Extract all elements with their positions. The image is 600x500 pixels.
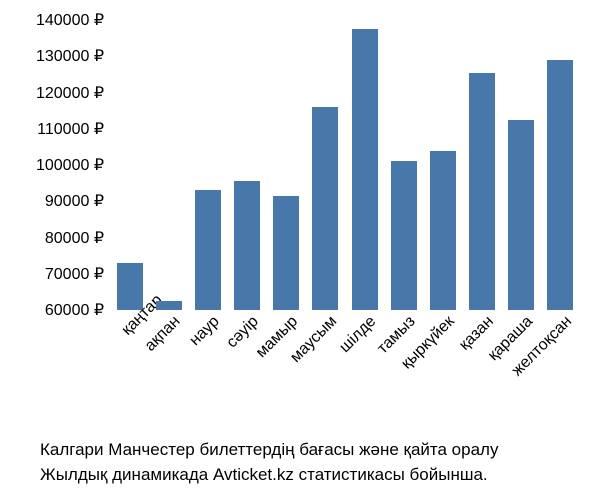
- bar: [469, 73, 495, 310]
- y-tick-label: 100000 ₽: [36, 155, 110, 175]
- y-tick-label: 80000 ₽: [45, 228, 110, 248]
- y-tick-label: 110000 ₽: [37, 119, 110, 139]
- y-tick-label: 130000 ₽: [36, 46, 110, 66]
- bar: [508, 120, 534, 310]
- bar: [117, 263, 143, 310]
- bar: [195, 190, 221, 310]
- price-by-month-figure: 60000 ₽ 70000 ₽ 80000 ₽ 90000 ₽ 100000 ₽ 1100…: [0, 0, 600, 500]
- plot-area: 60000 ₽70000 ₽80000 ₽90000 ₽100000 ₽1100…: [110, 20, 580, 310]
- bar: [156, 301, 182, 310]
- y-tick-label: 120000 ₽: [36, 83, 110, 103]
- y-tick-label: 60000 ₽: [45, 300, 110, 320]
- bar: [273, 196, 299, 310]
- bar: [234, 181, 260, 310]
- bar: [312, 107, 338, 310]
- y-tick-label: 70000 ₽: [45, 264, 110, 284]
- bar: [430, 151, 456, 311]
- bar: [352, 29, 378, 310]
- y-tick-label: 140000 ₽: [36, 10, 110, 30]
- x-tick-label: қаңтар: [116, 310, 145, 339]
- bar: [391, 161, 417, 310]
- bar: [547, 60, 573, 310]
- caption-line-1: Калгари Манчестер билеттердің бағасы жән…: [40, 440, 498, 460]
- y-tick-label: 90000 ₽: [45, 191, 110, 211]
- caption-line-2: Жылдық динамикада Avticket.kz статистика…: [40, 465, 488, 485]
